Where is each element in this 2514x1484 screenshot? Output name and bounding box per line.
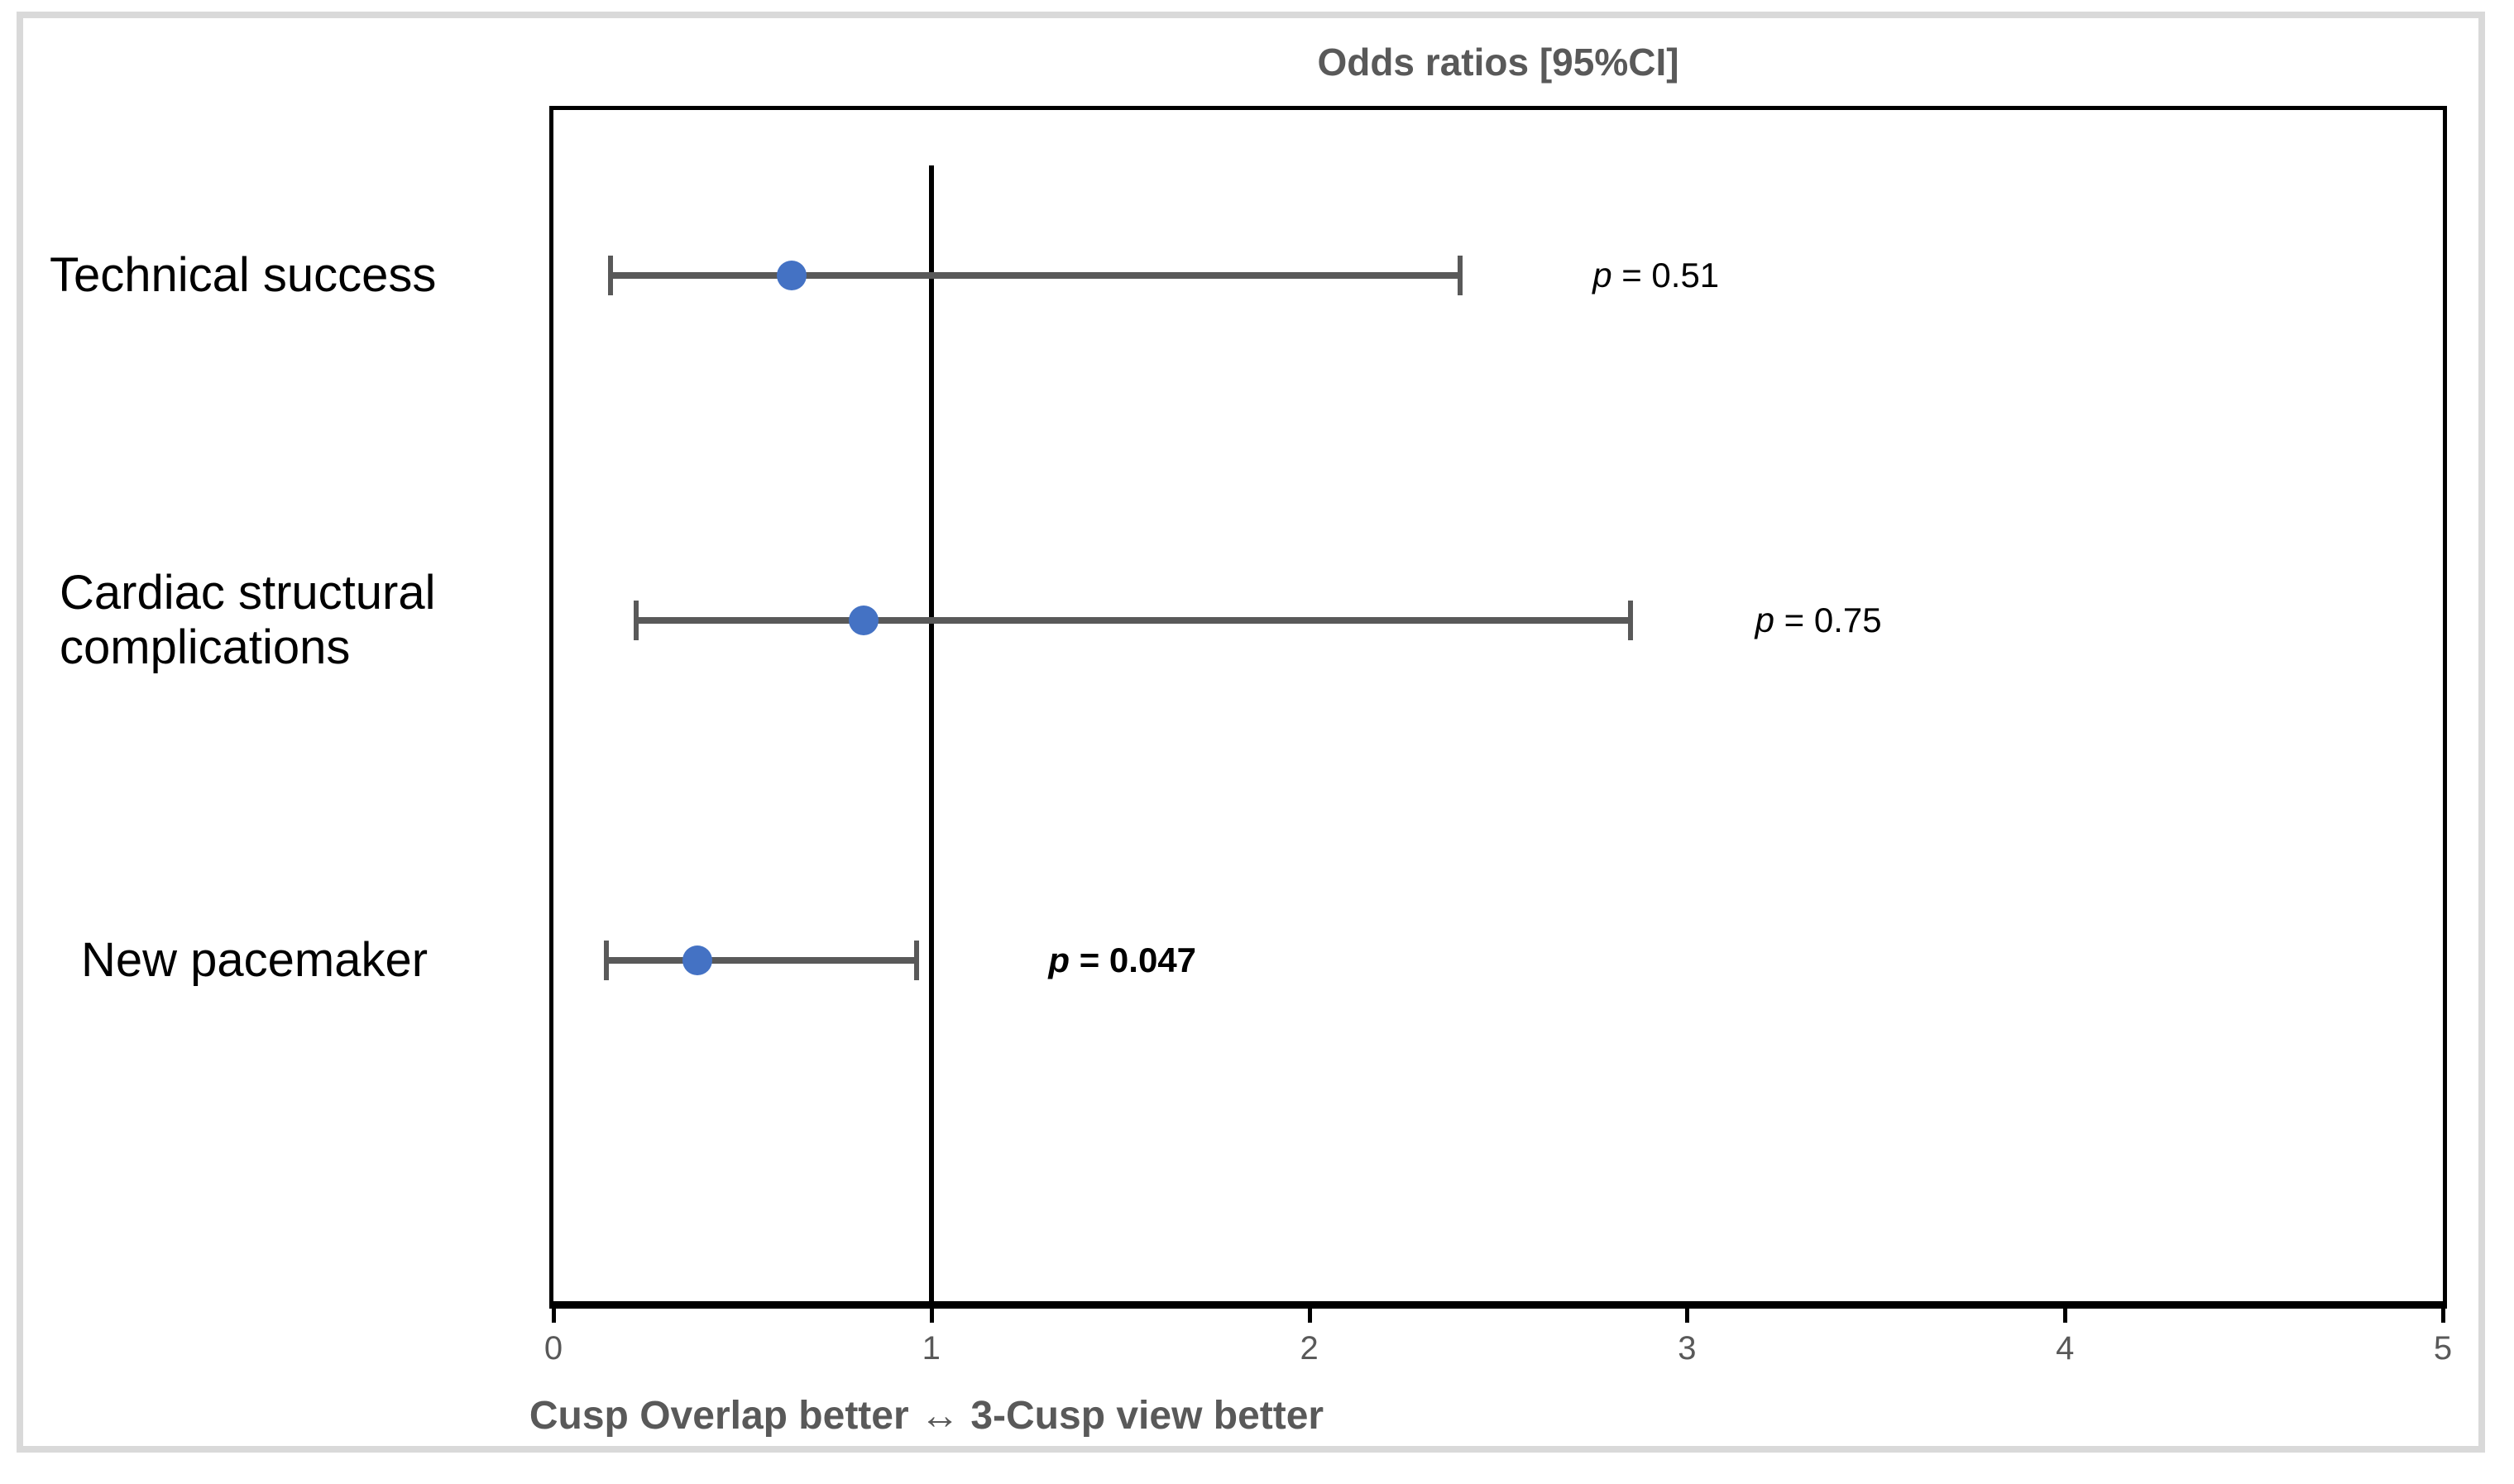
plot-box xyxy=(549,106,2447,1309)
x-tick-label: 4 xyxy=(2056,1330,2075,1367)
x-axis-caption: Cusp Overlap better ↔ 3-Cusp view better xyxy=(529,1394,1324,1438)
p-italic-symbol: p xyxy=(1755,601,1774,639)
odds-ratio-marker xyxy=(776,261,807,290)
x-tick-mark xyxy=(1307,1309,1312,1323)
p-value-label: p = 0.047 xyxy=(1048,941,1197,979)
x-tick-label: 1 xyxy=(922,1330,941,1367)
reference-line-or-1 xyxy=(928,165,934,1301)
odds-ratio-marker xyxy=(848,606,879,635)
x-tick-mark xyxy=(2441,1309,2445,1323)
x-tick-mark xyxy=(929,1309,934,1323)
x-tick-label: 0 xyxy=(544,1330,563,1367)
p-italic-symbol: p xyxy=(1048,941,1070,979)
row-label: Technical success xyxy=(50,248,437,302)
ci-cap-high xyxy=(913,941,919,980)
x-tick-label: 3 xyxy=(1678,1330,1697,1367)
ci-whisker xyxy=(606,957,917,964)
ci-cap-high xyxy=(1627,601,1633,640)
x-tick-label: 2 xyxy=(1300,1330,1319,1367)
p-italic-symbol: p xyxy=(1592,256,1612,294)
row-label: Cardiac structural complications xyxy=(60,566,436,674)
x-tick-mark xyxy=(1685,1309,1690,1323)
p-value-label: p = 0.75 xyxy=(1755,601,1882,639)
ci-cap-low xyxy=(634,601,639,640)
odds-ratio-marker xyxy=(682,945,712,975)
row-label: New pacemaker xyxy=(81,933,429,987)
ci-whisker xyxy=(636,617,1631,624)
x-tick-mark xyxy=(552,1309,556,1323)
ci-cap-low xyxy=(607,256,613,295)
x-tick-label: 5 xyxy=(2433,1330,2453,1367)
ci-cap-high xyxy=(1458,256,1463,295)
ci-cap-low xyxy=(603,941,609,980)
ci-whisker xyxy=(610,272,1461,279)
chart-title: Odds ratios [95%CI] xyxy=(1317,41,1679,84)
plot-area: p = 0.51 p = 0.75 p = 0.047 xyxy=(553,110,2443,1301)
x-tick-mark xyxy=(2063,1309,2068,1323)
x-axis: 0 1 2 3 4 5 xyxy=(544,1309,2452,1408)
p-value-label: p = 0.51 xyxy=(1592,256,1720,294)
